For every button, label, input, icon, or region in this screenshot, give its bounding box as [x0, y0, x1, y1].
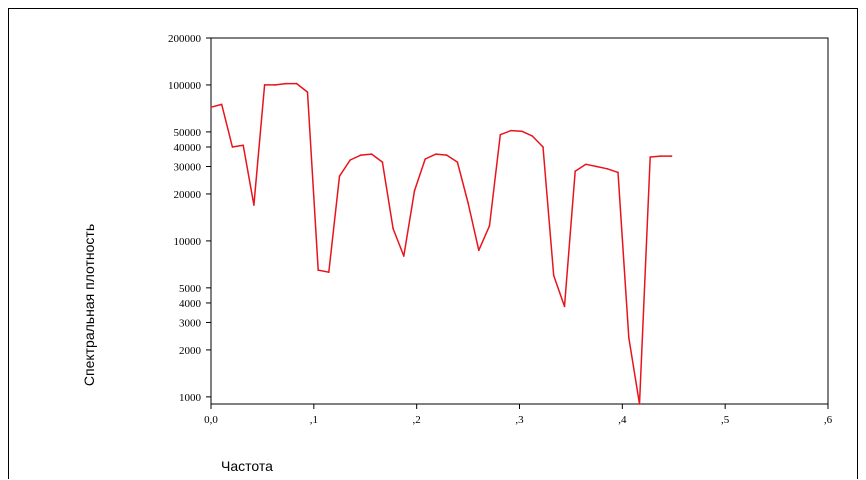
y-tick-label: 100000: [168, 80, 202, 92]
data-point: [349, 159, 352, 161]
data-point: [220, 103, 223, 106]
y-tick-label: 10000: [174, 236, 202, 248]
data-point: [574, 170, 577, 172]
x-tick-label: ,5: [721, 414, 730, 426]
data-point: [306, 91, 309, 93]
x-tick-label: ,2: [413, 414, 421, 426]
data-point: [445, 154, 448, 156]
data-point: [606, 167, 609, 170]
data-point: [467, 202, 469, 204]
x-tick-label: ,3: [515, 414, 524, 426]
data-point: [499, 133, 502, 136]
data-point: [263, 84, 266, 86]
data-point: [649, 156, 652, 158]
x-tick-label: ,1: [310, 414, 318, 426]
data-point: [477, 249, 480, 252]
y-tick-label: 1000: [179, 392, 202, 404]
data-point: [295, 82, 298, 85]
y-tick-label: 3000: [179, 317, 202, 329]
y-tick-label: 200000: [168, 33, 202, 45]
series-points: [210, 82, 673, 405]
data-point: [338, 175, 341, 177]
data-point: [242, 144, 244, 147]
x-tick-label: ,4: [618, 414, 627, 426]
data-point: [435, 153, 437, 155]
y-axis-title: Спектральная плотность: [81, 224, 97, 386]
data-point: [231, 146, 234, 148]
data-point: [360, 154, 362, 156]
data-point: [210, 106, 212, 108]
data-point: [670, 155, 673, 157]
data-point: [638, 403, 641, 405]
chart-frame: 1000 2000 3000 4000 5000 10000 20000 30000 40000…: [8, 8, 858, 479]
y-tick-label: 20000: [174, 189, 202, 201]
data-point: [424, 158, 427, 160]
series-line: [210, 82, 672, 405]
data-point: [253, 204, 255, 206]
x-axis-ticks: 0,0 ,1 ,2 ,3 ,4 ,5 ,6: [204, 404, 833, 426]
data-point: [542, 146, 544, 148]
spectral-density-chart: 1000 2000 3000 4000 5000 10000 20000 30000 40000…: [81, 33, 833, 474]
x-tick-label: 0,0: [204, 414, 218, 426]
data-point: [413, 189, 416, 192]
data-point: [595, 165, 598, 168]
y-tick-label: 30000: [174, 161, 202, 173]
y-tick-label: 40000: [174, 142, 202, 154]
y-tick-label: 2000: [179, 345, 202, 357]
data-point: [381, 161, 384, 163]
data-point: [531, 135, 534, 137]
data-point: [628, 336, 630, 339]
x-tick-label: ,6: [824, 414, 833, 426]
data-point: [520, 130, 523, 133]
plot-area: [210, 37, 829, 405]
x-axis-title: Частота: [221, 458, 273, 474]
data-point: [328, 271, 330, 274]
data-point: [660, 155, 662, 157]
y-tick-label: 4000: [179, 298, 202, 310]
data-point: [488, 224, 491, 227]
data-point: [585, 163, 587, 166]
data-point: [456, 161, 459, 163]
data-point: [403, 255, 405, 257]
data-point: [370, 153, 373, 155]
data-point: [510, 129, 512, 132]
y-tick-label: 50000: [174, 127, 202, 139]
data-point: [317, 269, 319, 271]
data-point: [285, 82, 287, 85]
data-point: [274, 84, 277, 86]
data-point: [392, 227, 394, 230]
data-point: [552, 274, 555, 277]
data-point: [617, 171, 619, 174]
y-axis-ticks: 1000 2000 3000 4000 5000 10000 20000 30000 40000…: [168, 33, 211, 404]
y-tick-label: 5000: [179, 283, 202, 295]
data-point: [563, 305, 566, 308]
